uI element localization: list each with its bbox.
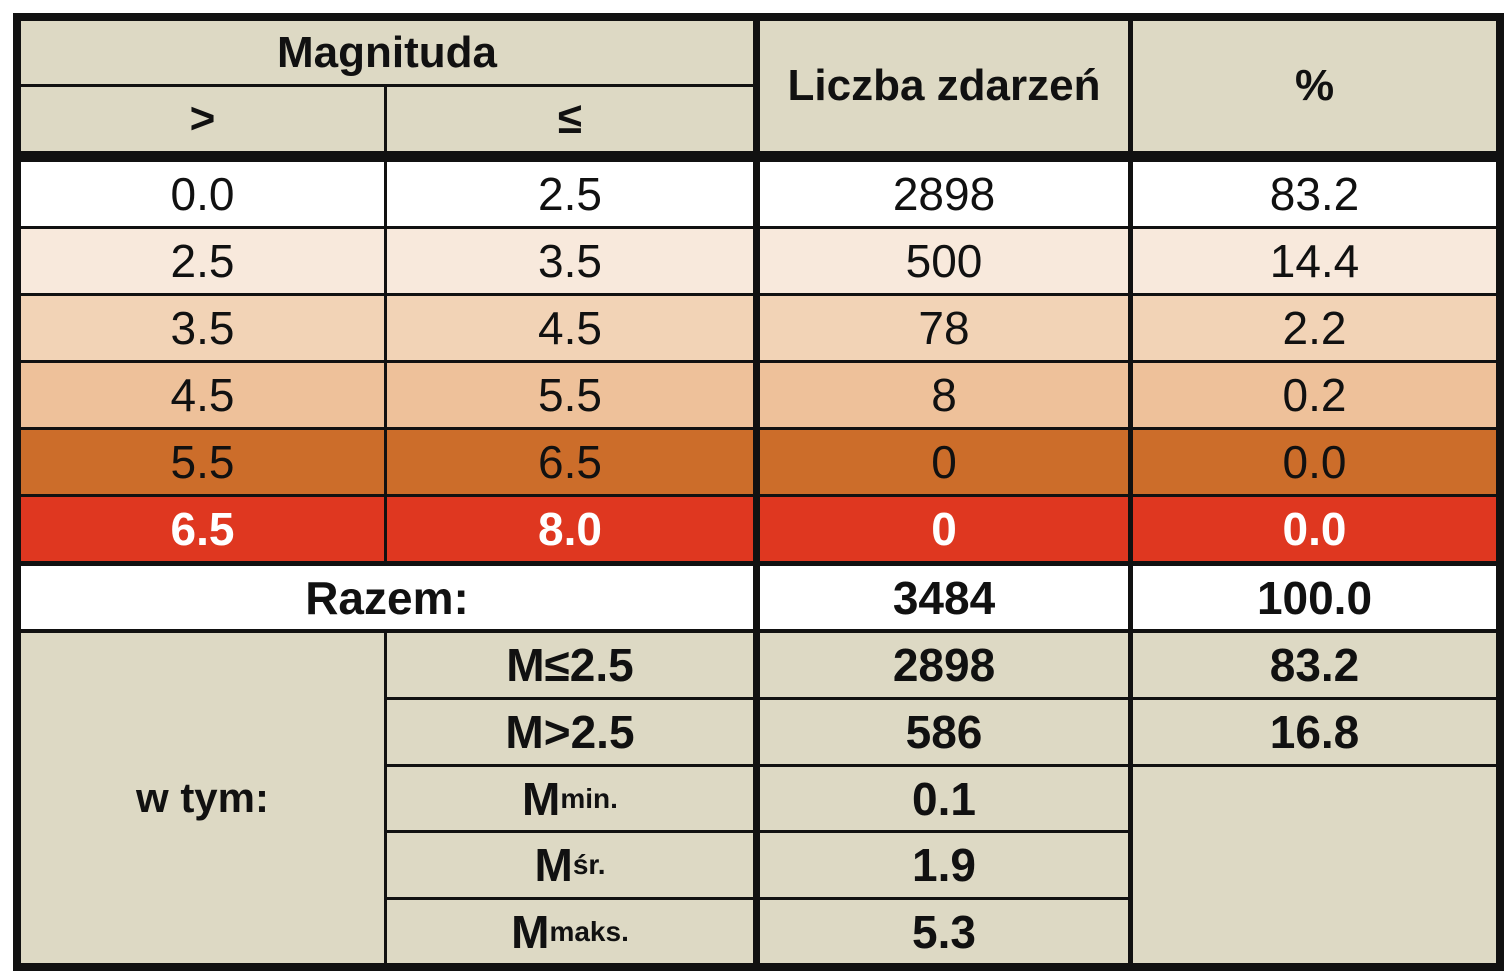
gt-threshold-count: 586 (760, 700, 1128, 764)
row-from: 5.5 (21, 430, 384, 494)
header-percent: % (1133, 21, 1496, 151)
row-count: 78 (760, 296, 1128, 360)
avg-magnitude-base: M (534, 839, 573, 891)
le-threshold-label: M≤2.5 (387, 633, 753, 697)
header-magnitude: Magnituda (21, 21, 753, 84)
le-threshold-percent: 83.2 (1133, 633, 1496, 697)
header-greater-than: > (21, 87, 384, 151)
row-to: 6.5 (387, 430, 753, 494)
row-from: 2.5 (21, 229, 384, 293)
subtotal-label: w tym: (21, 633, 384, 963)
header-event-count: Liczba zdarzeń (760, 21, 1128, 151)
row-count: 2898 (760, 162, 1128, 226)
row-to: 4.5 (387, 296, 753, 360)
header-less-equal: ≤ (387, 87, 753, 151)
row-to: 3.5 (387, 229, 753, 293)
gt-threshold-label: M>2.5 (387, 700, 753, 764)
min-magnitude-value: 0.1 (760, 767, 1128, 830)
row-count: 8 (760, 363, 1128, 427)
row-to: 2.5 (387, 162, 753, 226)
row-to: 5.5 (387, 363, 753, 427)
row-count: 0 (760, 430, 1128, 494)
row-to: 8.0 (387, 497, 753, 561)
le-threshold-count: 2898 (760, 633, 1128, 697)
total-count: 3484 (760, 566, 1128, 629)
row-count: 0 (760, 497, 1128, 561)
row-percent: 0.2 (1133, 363, 1496, 427)
row-percent: 0.0 (1133, 430, 1496, 494)
max-magnitude-value: 5.3 (760, 900, 1128, 963)
max-magnitude-base: M (511, 905, 550, 958)
row-from: 0.0 (21, 162, 384, 226)
gt-threshold-percent: 16.8 (1133, 700, 1496, 764)
min-magnitude-base: M (522, 772, 561, 825)
empty-stats-cell (1133, 767, 1496, 963)
row-count: 500 (760, 229, 1128, 293)
row-from: 3.5 (21, 296, 384, 360)
row-from: 4.5 (21, 363, 384, 427)
row-percent: 2.2 (1133, 296, 1496, 360)
avg-magnitude-value: 1.9 (760, 833, 1128, 897)
avg-magnitude-sub: śr. (572, 849, 606, 880)
row-from: 6.5 (21, 497, 384, 561)
min-magnitude-sub: min. (560, 782, 618, 814)
row-percent: 14.4 (1133, 229, 1496, 293)
magnitude-table: Magnituda > ≤ Liczba zdarzeń % 0.0 2.5 289… (13, 13, 1504, 971)
max-magnitude-sub: maks. (549, 915, 629, 947)
total-percent: 100.0 (1133, 566, 1496, 629)
total-label: Razem: (21, 566, 753, 629)
row-percent: 83.2 (1133, 162, 1496, 226)
row-percent: 0.0 (1133, 497, 1496, 561)
